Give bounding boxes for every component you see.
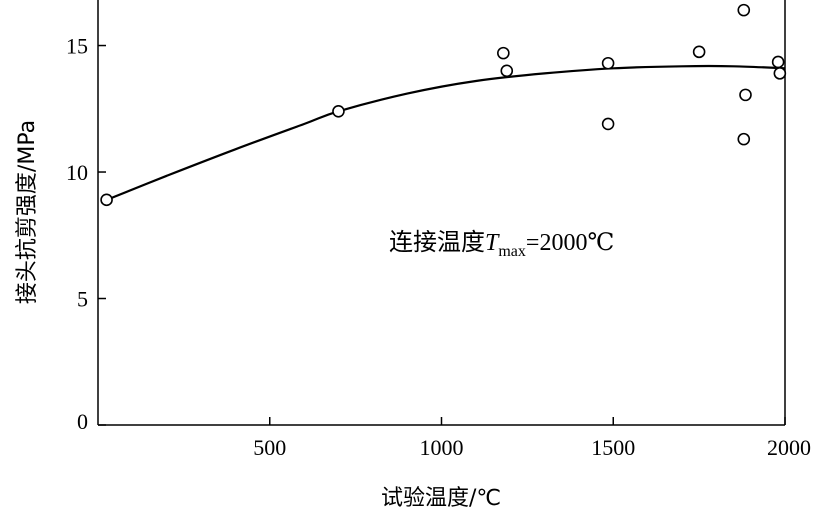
x-tick-label: 1000 (420, 435, 464, 460)
y-axis-title: 接头抗剪强度/MPa (15, 120, 40, 304)
data-point (601, 56, 615, 70)
data-point (601, 117, 615, 131)
x-axis-title: 试验温度/℃ (381, 486, 501, 511)
y-tick-label: 0 (77, 409, 88, 434)
x-tick-label: 500 (253, 435, 286, 460)
annotation-symbol: T (485, 230, 500, 256)
data-point (497, 46, 510, 60)
data-point (737, 132, 751, 146)
data-point (692, 45, 706, 59)
plot-area (97, 0, 786, 426)
data-points (100, 3, 787, 207)
data-point (332, 105, 345, 118)
axis-tick-labels: 500 1000 1500 2000 0 5 10 15 (66, 34, 811, 460)
y-tick-label: 15 (66, 34, 88, 59)
fit-curve-line (106, 64, 786, 201)
annotation-suffix: =2000℃ (526, 230, 614, 256)
y-tick-label: 10 (66, 160, 88, 185)
data-point (100, 193, 113, 207)
x-tick-label: 1500 (591, 435, 635, 460)
data-point (773, 67, 787, 80)
axis-ticks (98, 44, 786, 426)
annotation-prefix: 连接温度 (389, 228, 485, 256)
x-tick-label: 2000 (767, 435, 811, 460)
data-point (771, 55, 785, 69)
data-point (739, 88, 752, 102)
data-point (737, 3, 751, 17)
data-point (500, 64, 514, 78)
annotation-text: 连接温度Tmax=2000℃ (389, 228, 614, 260)
y-tick-label: 5 (77, 287, 88, 312)
annotation-subscript: max (498, 243, 526, 260)
